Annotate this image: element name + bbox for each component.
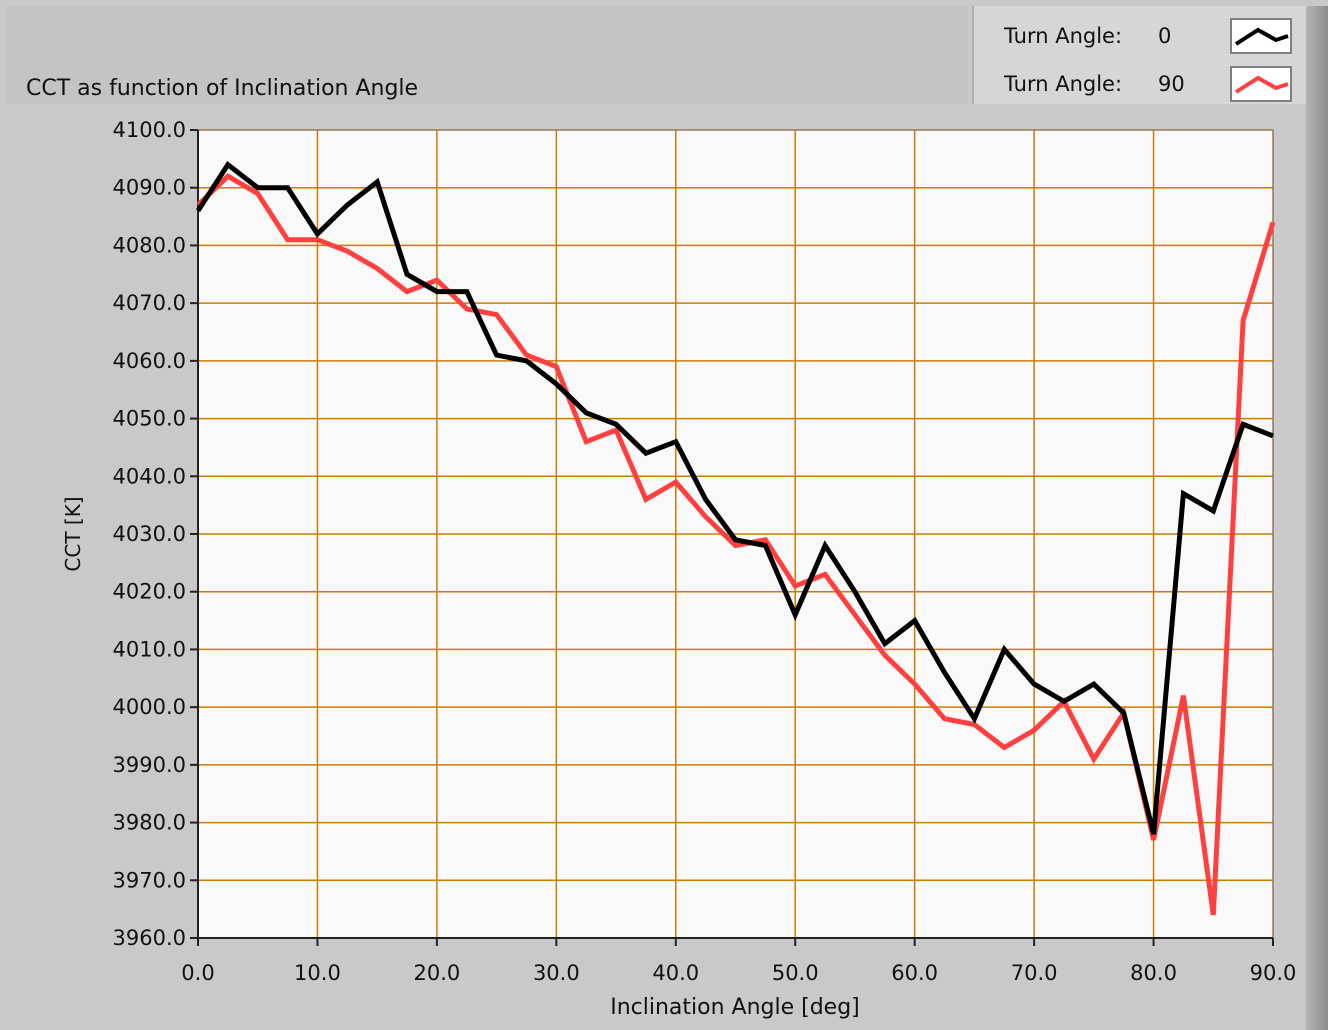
y-tick-label: 3990.0 xyxy=(113,753,186,777)
y-tick-label: 4050.0 xyxy=(113,407,186,431)
y-tick-label: 3970.0 xyxy=(113,868,186,892)
x-tick-label: 40.0 xyxy=(652,961,699,985)
y-axis-label: CCT [K] xyxy=(61,496,85,571)
y-tick-label: 4040.0 xyxy=(113,464,186,488)
legend-label: Turn Angle: xyxy=(1004,24,1123,48)
y-tick-label: 4060.0 xyxy=(113,349,186,373)
y-tick-label: 4070.0 xyxy=(113,291,186,315)
series-line-0 xyxy=(195,160,1274,835)
x-tick-label: 60.0 xyxy=(891,961,938,985)
legend-value: 0 xyxy=(1158,24,1172,48)
chart-title: CCT as function of Inclination Angle xyxy=(26,76,419,101)
axes: 0.0 10.0 20.0 30.0 40.0 50.0 60.0 70.0 80.0 90.0 4… xyxy=(113,118,1297,985)
x-tick-label: 90.0 xyxy=(1250,961,1297,985)
panel-scroll-edge xyxy=(1306,6,1328,1030)
y-tick-label: 4080.0 xyxy=(113,233,186,257)
x-tick-label: 0.0 xyxy=(181,961,214,985)
y-tick-label: 4030.0 xyxy=(113,522,186,546)
y-tick-label: 3960.0 xyxy=(113,926,186,950)
series-line-1 xyxy=(196,173,1276,916)
y-tick-label: 4100.0 xyxy=(113,118,186,142)
legend-swatch-icon[interactable] xyxy=(1230,18,1292,54)
x-tick-label: 80.0 xyxy=(1130,961,1177,985)
y-tick-label: 4020.0 xyxy=(113,580,186,604)
legend: Turn Angle: 0 Turn Angle: 90 xyxy=(972,6,1308,104)
y-tick-label: 4090.0 xyxy=(113,176,186,200)
y-tick-label: 4000.0 xyxy=(113,695,186,719)
x-tick-label: 30.0 xyxy=(533,961,580,985)
legend-label: Turn Angle: xyxy=(1004,72,1123,96)
legend-swatch-icon[interactable] xyxy=(1230,66,1292,102)
x-axis-label: Inclination Angle [deg] xyxy=(610,995,860,1020)
legend-item-series-0: Turn Angle: 0 xyxy=(974,12,1308,58)
x-tick-label: 20.0 xyxy=(414,961,461,985)
legend-value: 90 xyxy=(1158,72,1185,96)
y-tick-label: 4010.0 xyxy=(113,637,186,661)
x-tick-label: 70.0 xyxy=(1011,961,1058,985)
x-tick-label: 10.0 xyxy=(294,961,341,985)
chart-title-bar: CCT as function of Inclination Angle xyxy=(6,6,968,104)
x-tick-label: 50.0 xyxy=(772,961,819,985)
y-tick-label: 3980.0 xyxy=(113,811,186,835)
series-layer xyxy=(195,160,1276,916)
legend-item-series-1: Turn Angle: 90 xyxy=(974,60,1308,106)
